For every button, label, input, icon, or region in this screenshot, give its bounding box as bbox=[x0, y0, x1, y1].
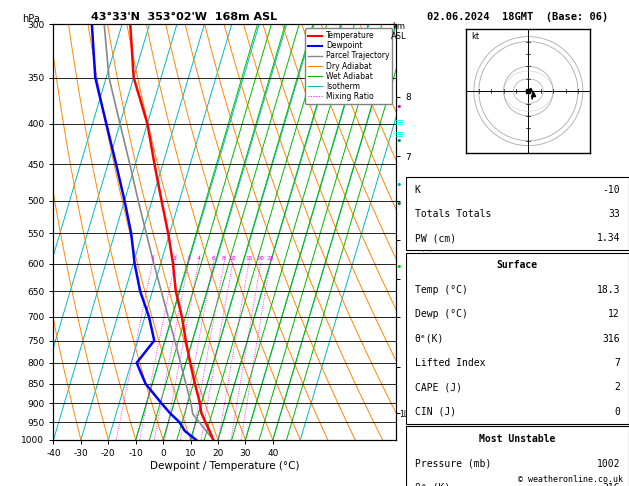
Text: 33: 33 bbox=[608, 209, 620, 219]
Text: Surface: Surface bbox=[497, 260, 538, 270]
Text: 2: 2 bbox=[614, 382, 620, 392]
Text: •: • bbox=[395, 180, 401, 190]
Text: Totals Totals: Totals Totals bbox=[415, 209, 491, 219]
Title: 43°33'N  353°02'W  168m ASL: 43°33'N 353°02'W 168m ASL bbox=[91, 12, 277, 22]
Text: 15: 15 bbox=[245, 257, 253, 261]
Text: ≡: ≡ bbox=[395, 130, 404, 139]
Text: 316: 316 bbox=[603, 483, 620, 486]
Text: θᵉ(K): θᵉ(K) bbox=[415, 334, 444, 344]
Text: Most Unstable: Most Unstable bbox=[479, 434, 555, 444]
Text: 1: 1 bbox=[150, 257, 154, 261]
Text: hPa: hPa bbox=[23, 14, 40, 24]
Text: 316: 316 bbox=[603, 334, 620, 344]
Bar bbox=[406, 253, 629, 424]
Text: 0: 0 bbox=[614, 407, 620, 417]
Text: 10: 10 bbox=[229, 257, 237, 261]
Text: Pressure (mb): Pressure (mb) bbox=[415, 459, 491, 469]
Text: kt: kt bbox=[471, 32, 479, 41]
Text: •: • bbox=[395, 136, 401, 146]
Bar bbox=[406, 426, 629, 486]
Text: 18.3: 18.3 bbox=[596, 285, 620, 295]
Text: 20: 20 bbox=[257, 257, 265, 261]
Text: 2: 2 bbox=[172, 257, 177, 261]
Text: -10: -10 bbox=[603, 185, 620, 194]
Y-axis label: Mixing Ratio (g/kg): Mixing Ratio (g/kg) bbox=[421, 189, 430, 275]
Text: K: K bbox=[415, 185, 421, 194]
Text: CIN (J): CIN (J) bbox=[415, 407, 456, 417]
Text: 25: 25 bbox=[266, 257, 274, 261]
Text: 7: 7 bbox=[614, 358, 620, 368]
Text: •: • bbox=[395, 102, 401, 112]
Text: Dewp (°C): Dewp (°C) bbox=[415, 310, 467, 319]
Text: km
ASL: km ASL bbox=[391, 22, 406, 41]
Text: ≡: ≡ bbox=[395, 119, 404, 128]
Text: 8: 8 bbox=[222, 257, 226, 261]
Text: CAPE (J): CAPE (J) bbox=[415, 382, 462, 392]
Legend: Temperature, Dewpoint, Parcel Trajectory, Dry Adiabat, Wet Adiabat, Isotherm, Mi: Temperature, Dewpoint, Parcel Trajectory… bbox=[305, 28, 392, 104]
Bar bbox=[406, 177, 629, 250]
Text: •: • bbox=[395, 262, 401, 272]
Text: © weatheronline.co.uk: © weatheronline.co.uk bbox=[518, 474, 623, 484]
Text: Lifted Index: Lifted Index bbox=[415, 358, 485, 368]
Text: 02.06.2024  18GMT  (Base: 06): 02.06.2024 18GMT (Base: 06) bbox=[426, 12, 608, 22]
Text: PW (cm): PW (cm) bbox=[415, 233, 456, 243]
Text: 3: 3 bbox=[186, 257, 190, 261]
Text: •: • bbox=[395, 199, 401, 209]
Text: 12: 12 bbox=[608, 310, 620, 319]
Text: 1LCL: 1LCL bbox=[399, 410, 418, 418]
Text: 6: 6 bbox=[211, 257, 215, 261]
Text: 1002: 1002 bbox=[596, 459, 620, 469]
X-axis label: Dewpoint / Temperature (°C): Dewpoint / Temperature (°C) bbox=[150, 461, 299, 470]
Text: Temp (°C): Temp (°C) bbox=[415, 285, 467, 295]
Text: θᵉ (K): θᵉ (K) bbox=[415, 483, 450, 486]
Text: 1.34: 1.34 bbox=[596, 233, 620, 243]
Text: 4: 4 bbox=[196, 257, 201, 261]
